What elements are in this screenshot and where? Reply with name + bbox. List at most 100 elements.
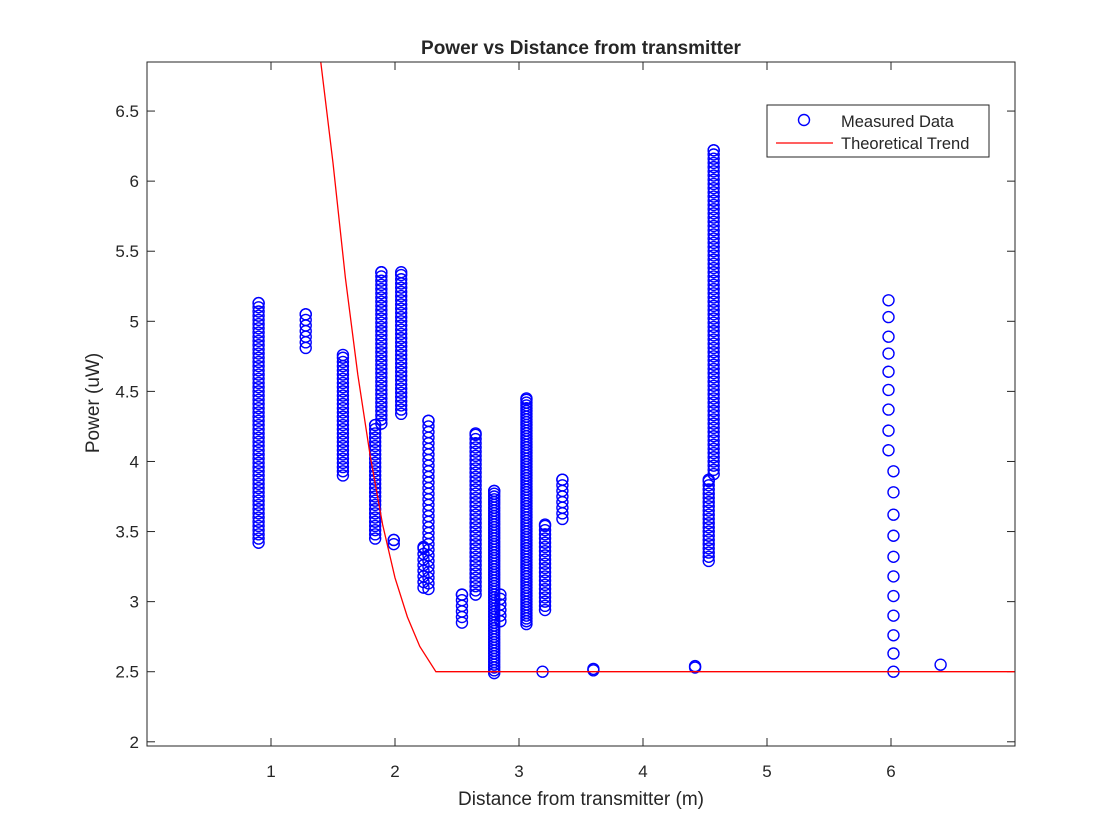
data-point [707, 404, 720, 418]
data-point [707, 345, 720, 359]
data-point [368, 498, 382, 512]
y-tick-label: 5 [130, 312, 139, 331]
x-axis-label: Distance from transmitter (m) [458, 789, 704, 810]
data-point [252, 515, 265, 528]
data-point [469, 427, 482, 440]
data-point [494, 592, 507, 606]
data-point [882, 330, 895, 343]
data-point [707, 430, 720, 443]
data-point [252, 498, 265, 512]
data-point [707, 219, 720, 233]
data-point [252, 301, 265, 314]
data-point [375, 303, 388, 317]
data-point [707, 240, 720, 254]
data-point [368, 452, 382, 465]
data-point [702, 533, 715, 547]
data-point [707, 379, 720, 392]
data-point [707, 324, 720, 338]
y-tick-label: 4.5 [115, 382, 139, 401]
data-point [707, 438, 720, 451]
data-point [299, 313, 312, 327]
legend-label-theoretical: Theoretical Trend [841, 135, 969, 153]
data-point [707, 366, 720, 380]
data-point [702, 495, 715, 509]
data-point [469, 537, 482, 551]
data-point [375, 396, 388, 409]
data-point [469, 521, 482, 534]
data-point [336, 418, 350, 432]
data-point [469, 580, 482, 593]
data-point [252, 406, 265, 419]
data-point [707, 194, 720, 207]
data-point [887, 629, 900, 642]
data-point [252, 435, 265, 449]
y-tick-label: 2 [130, 733, 139, 752]
data-point [368, 528, 382, 541]
data-point [707, 459, 720, 472]
data-point [375, 316, 388, 329]
data-point [538, 540, 552, 554]
data-point [882, 310, 895, 324]
data-point [707, 434, 720, 447]
data-point [375, 341, 388, 355]
data-point [252, 448, 265, 461]
data-point [252, 410, 265, 423]
data-point [538, 595, 552, 608]
data-point [375, 413, 388, 426]
x-tick-label: 3 [514, 762, 523, 781]
data-point [707, 278, 720, 292]
data-point [707, 186, 720, 199]
data-point [707, 467, 720, 481]
data-point [882, 424, 895, 437]
data-point [887, 550, 900, 563]
data-point [375, 392, 388, 405]
data-point [887, 529, 900, 542]
data-point [707, 207, 720, 220]
data-point [707, 312, 720, 325]
data-point [395, 315, 408, 328]
data-point [469, 487, 482, 500]
data-point [469, 516, 482, 530]
data-point [469, 432, 482, 446]
data-point [252, 427, 265, 440]
data-point [538, 532, 552, 545]
data-point [707, 451, 720, 464]
data-point [707, 329, 720, 342]
data-point [252, 452, 265, 465]
data-point [336, 397, 350, 411]
data-point [538, 570, 552, 583]
data-point [375, 375, 388, 388]
data-point [252, 385, 265, 398]
data-point [469, 588, 482, 601]
x-tick-label: 1 [266, 762, 275, 781]
data-point [707, 341, 720, 355]
data-point [702, 516, 715, 530]
data-point [336, 435, 350, 449]
data-point [336, 372, 350, 385]
data-point [707, 181, 720, 195]
legend-box [766, 104, 990, 158]
data-point [252, 326, 265, 339]
data-point [538, 578, 552, 592]
data-point [707, 316, 720, 329]
data-point [520, 392, 533, 405]
data-point [469, 458, 482, 471]
axes-box [146, 61, 1016, 747]
data-point [707, 245, 720, 258]
data-point [336, 348, 350, 362]
data-point [882, 365, 895, 378]
data-point [336, 469, 350, 482]
data-point [882, 444, 895, 457]
data-point [707, 463, 720, 477]
data-point [336, 427, 350, 440]
data-point [469, 445, 482, 458]
data-point [368, 460, 382, 474]
plot-area [252, 62, 1015, 680]
data-point [336, 368, 350, 381]
data-point [707, 291, 720, 304]
data-point [368, 431, 382, 444]
data-point [707, 160, 720, 174]
data-point [252, 322, 265, 335]
data-point [469, 495, 482, 509]
data-point [336, 355, 350, 369]
